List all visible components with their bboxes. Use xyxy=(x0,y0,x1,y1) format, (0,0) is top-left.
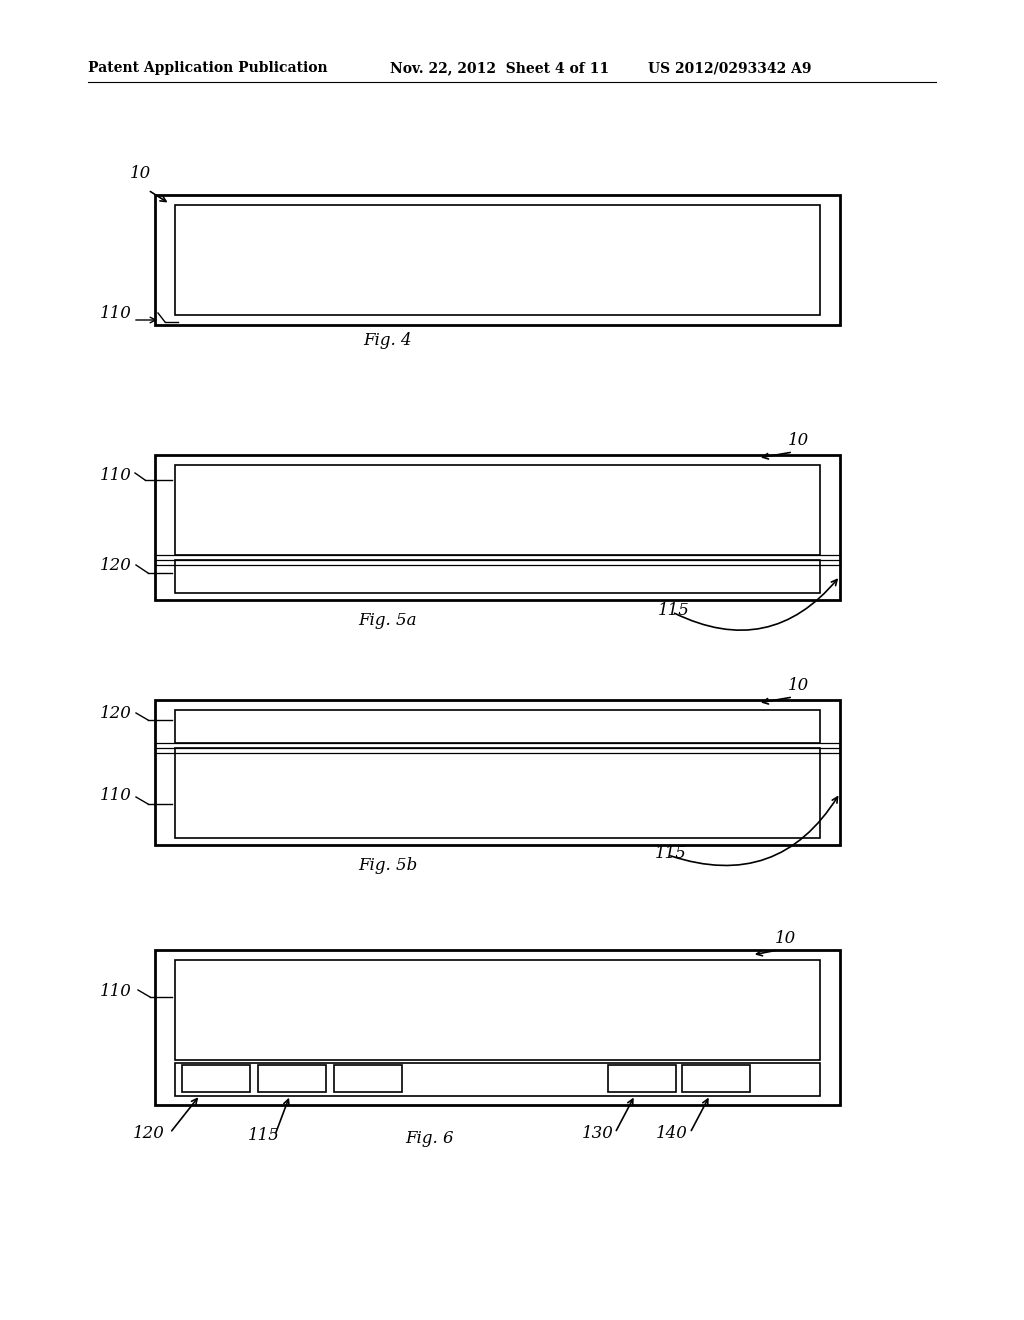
Bar xyxy=(175,748,820,838)
Bar xyxy=(175,960,820,1060)
Text: 120: 120 xyxy=(100,705,132,722)
Bar xyxy=(175,710,820,743)
Bar xyxy=(155,195,840,325)
Text: 115: 115 xyxy=(658,602,690,619)
Text: 115: 115 xyxy=(248,1127,280,1144)
Text: 110: 110 xyxy=(100,983,132,1001)
Bar xyxy=(175,465,820,554)
Text: 10: 10 xyxy=(775,931,797,946)
Text: 10: 10 xyxy=(788,432,809,449)
Bar xyxy=(155,950,840,1105)
Bar xyxy=(258,1065,326,1092)
Bar xyxy=(682,1065,750,1092)
Bar xyxy=(175,1063,820,1096)
Bar xyxy=(175,560,820,593)
Text: 115: 115 xyxy=(655,845,687,862)
Text: 110: 110 xyxy=(100,305,132,322)
Bar xyxy=(175,205,820,315)
Text: 10: 10 xyxy=(788,677,809,694)
Text: 110: 110 xyxy=(100,787,132,804)
Bar xyxy=(334,1065,402,1092)
Text: Fig. 5b: Fig. 5b xyxy=(358,857,418,874)
Text: 110: 110 xyxy=(100,467,132,484)
Text: 130: 130 xyxy=(582,1125,613,1142)
Bar xyxy=(182,1065,250,1092)
Text: 140: 140 xyxy=(656,1125,688,1142)
Text: US 2012/0293342 A9: US 2012/0293342 A9 xyxy=(648,61,811,75)
Bar xyxy=(155,455,840,601)
Bar xyxy=(155,700,840,845)
Text: Nov. 22, 2012  Sheet 4 of 11: Nov. 22, 2012 Sheet 4 of 11 xyxy=(390,61,609,75)
Bar xyxy=(608,1065,676,1092)
Text: Patent Application Publication: Patent Application Publication xyxy=(88,61,328,75)
Text: 120: 120 xyxy=(133,1125,165,1142)
Text: 120: 120 xyxy=(100,557,132,574)
Text: Fig. 6: Fig. 6 xyxy=(406,1130,455,1147)
Text: Fig. 5a: Fig. 5a xyxy=(358,612,417,630)
Text: 10: 10 xyxy=(130,165,152,182)
Text: Fig. 4: Fig. 4 xyxy=(364,333,413,348)
